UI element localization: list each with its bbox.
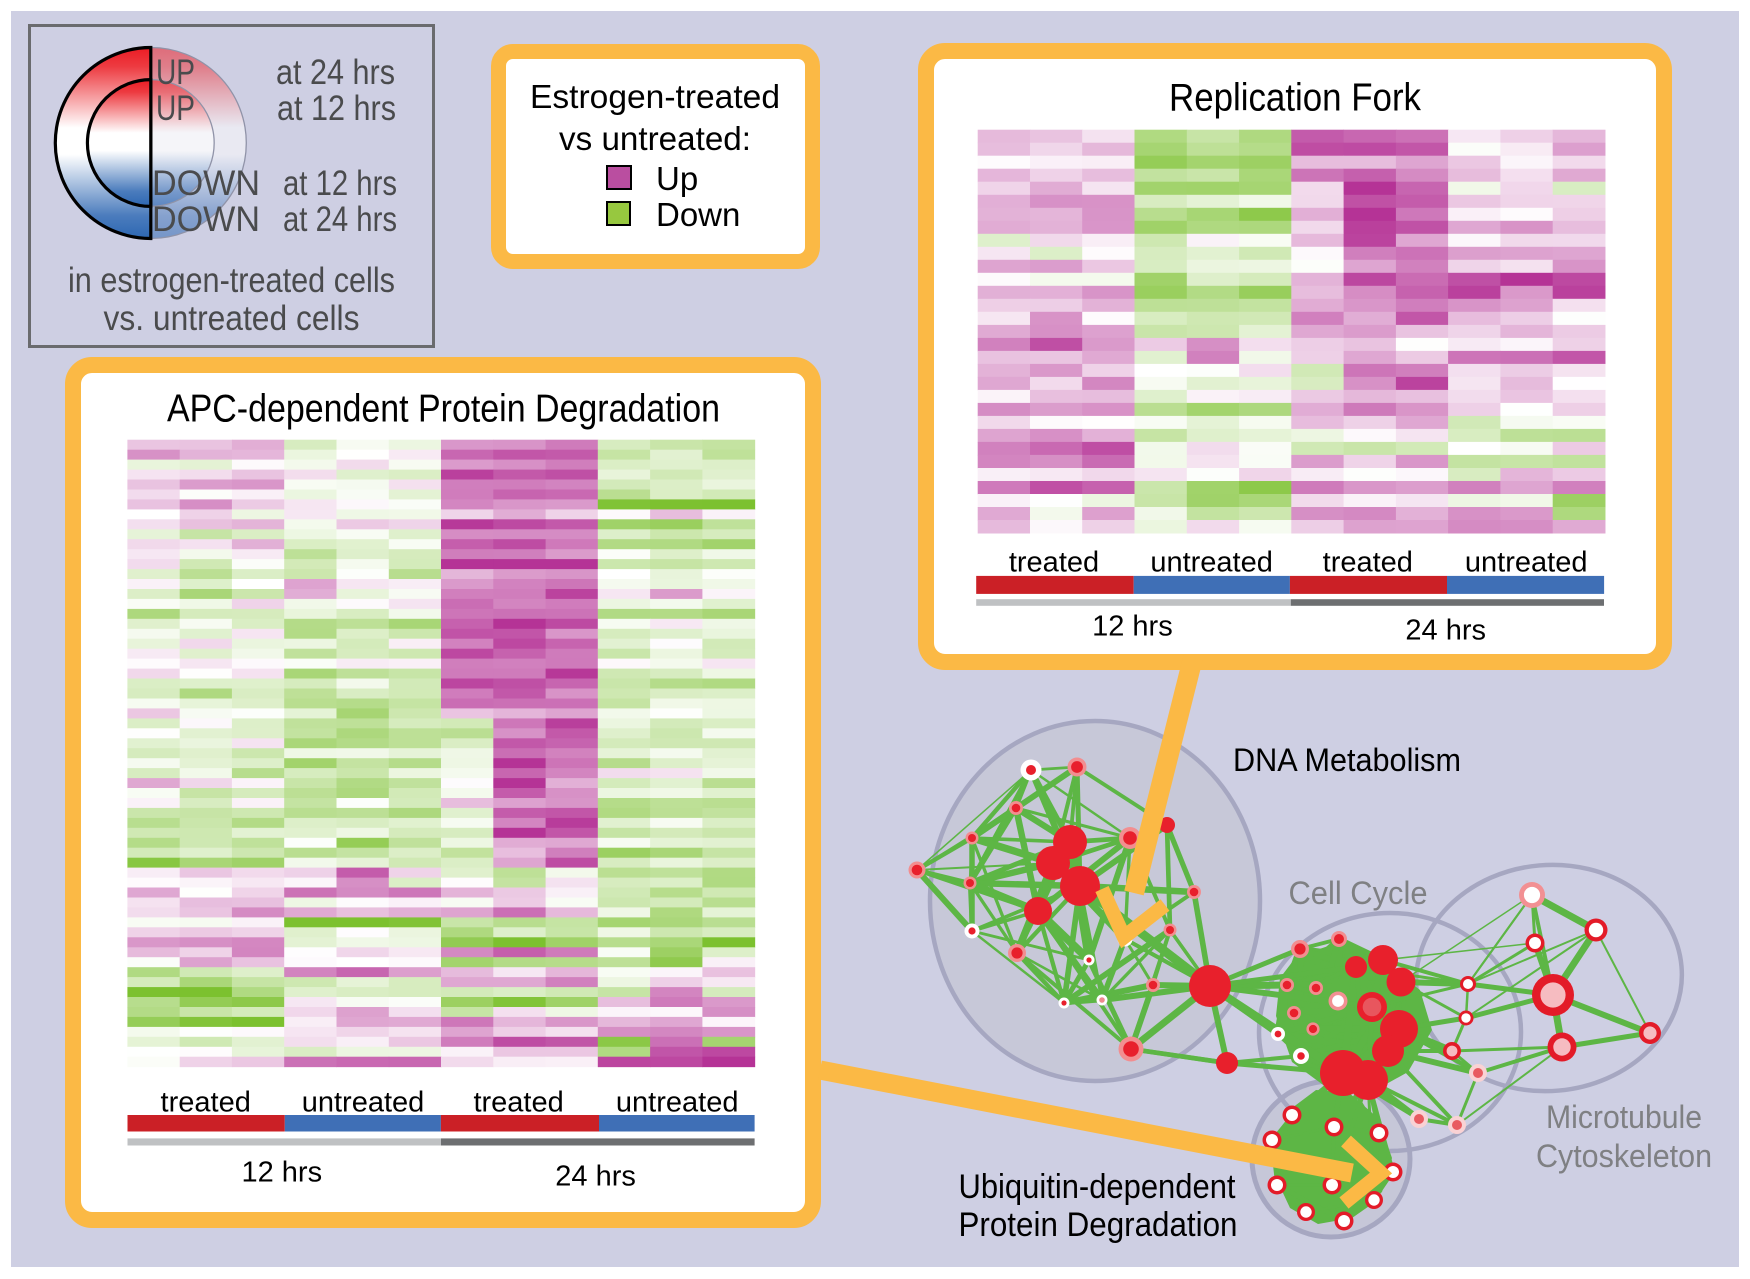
svg-text:treated: treated xyxy=(161,1087,251,1119)
svg-text:treated: treated xyxy=(1009,547,1099,579)
svg-text:Down: Down xyxy=(656,196,740,233)
svg-text:Protein Degradation: Protein Degradation xyxy=(959,1206,1238,1244)
svg-text:untreated: untreated xyxy=(616,1087,739,1119)
svg-text:DNA Metabolism: DNA Metabolism xyxy=(1233,742,1461,778)
svg-text:treated: treated xyxy=(473,1087,563,1119)
svg-text:Cytoskeleton: Cytoskeleton xyxy=(1536,1138,1712,1174)
svg-text:Microtubule: Microtubule xyxy=(1546,1099,1702,1135)
svg-text:12 hrs: 12 hrs xyxy=(241,1157,322,1189)
svg-text:Up: Up xyxy=(656,160,698,197)
svg-text:Estrogen-treated: Estrogen-treated xyxy=(530,78,780,115)
svg-text:treated: treated xyxy=(1323,547,1413,579)
svg-text:Ubiquitin-dependent: Ubiquitin-dependent xyxy=(959,1168,1237,1206)
svg-text:DOWN: DOWN xyxy=(152,200,260,239)
svg-text:untreated: untreated xyxy=(302,1087,425,1119)
svg-text:UP: UP xyxy=(156,53,195,92)
svg-text:24 hrs: 24 hrs xyxy=(1405,615,1486,647)
svg-text:at 12 hrs: at 12 hrs xyxy=(277,89,396,128)
svg-text:12 hrs: 12 hrs xyxy=(1092,610,1173,642)
svg-text:untreated: untreated xyxy=(1465,547,1588,579)
svg-text:at 12 hrs: at 12 hrs xyxy=(283,164,397,203)
svg-text:at 24 hrs: at 24 hrs xyxy=(276,53,395,92)
svg-text:Replication Fork: Replication Fork xyxy=(1169,76,1421,119)
svg-text:vs. untreated cells: vs. untreated cells xyxy=(104,299,360,338)
svg-text:UP: UP xyxy=(156,89,195,128)
svg-text:Cell Cycle: Cell Cycle xyxy=(1289,875,1428,911)
svg-text:APC-dependent Protein Degradat: APC-dependent Protein Degradation xyxy=(167,388,720,431)
svg-text:at 24 hrs: at 24 hrs xyxy=(283,200,397,239)
svg-text:vs untreated:: vs untreated: xyxy=(559,120,751,157)
svg-text:in estrogen-treated cells: in estrogen-treated cells xyxy=(68,261,395,300)
svg-text:DOWN: DOWN xyxy=(152,164,260,203)
svg-text:untreated: untreated xyxy=(1150,547,1273,579)
svg-text:24 hrs: 24 hrs xyxy=(555,1161,636,1193)
